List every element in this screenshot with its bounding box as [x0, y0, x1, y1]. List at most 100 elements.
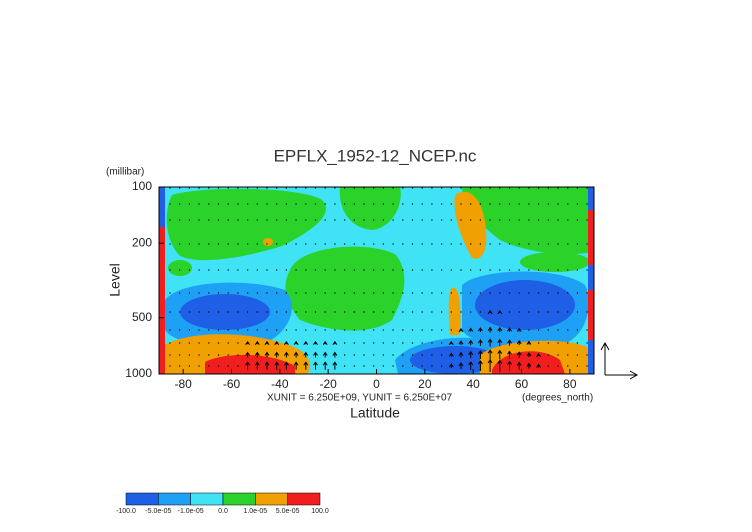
vector-dot [382, 187, 384, 189]
vector-dot [547, 219, 549, 221]
vector-dot [567, 187, 569, 189]
vector-dot [305, 243, 307, 245]
vector-dot [179, 311, 181, 313]
reference-arrow-right [605, 370, 639, 380]
colorbar-box [287, 492, 321, 506]
vector-arrow [526, 340, 532, 345]
vector-dot [431, 203, 433, 205]
vector-dot [431, 329, 433, 331]
vector-dot [353, 365, 355, 367]
vector-dot [576, 365, 578, 367]
vector-dot [538, 329, 540, 331]
vector-dot [169, 187, 171, 189]
vector-dot [208, 329, 210, 331]
colorbar-box [190, 492, 224, 506]
vector-dot [586, 354, 588, 356]
colorbar-label: 0.0 [218, 508, 228, 515]
vector-dot [363, 342, 365, 344]
field-region [205, 354, 295, 374]
vector-dot [188, 243, 190, 245]
vector-dot [198, 311, 200, 313]
vector-dot [402, 269, 404, 271]
vector-dot [567, 354, 569, 356]
vector-dot [295, 269, 297, 271]
chart-title: EPFLX_1952-12_NCEP.nc [274, 146, 477, 165]
vector-dot [392, 365, 394, 367]
vector-dot [576, 311, 578, 313]
vector-dot [518, 269, 520, 271]
vector-dot [363, 329, 365, 331]
vector-arrow [264, 361, 270, 370]
vector-dot [499, 219, 501, 221]
vector-arrow [487, 338, 493, 347]
vector-dot [392, 292, 394, 294]
colorbar-box [255, 492, 288, 506]
vector-dot [169, 219, 171, 221]
vector-dot [334, 187, 336, 189]
vector-dot [586, 243, 588, 245]
vector-dot [295, 243, 297, 245]
vector-dot [567, 365, 569, 367]
vector-dot [421, 329, 423, 331]
vector-arrow [293, 340, 299, 346]
vector-dot [305, 311, 307, 313]
vector-dot [508, 292, 511, 294]
vector-dot [518, 243, 520, 245]
vector-dot [353, 311, 355, 313]
vector-arrow [254, 351, 260, 358]
vector-dot [528, 311, 530, 313]
vector-dot [295, 203, 297, 205]
vector-dot [344, 187, 346, 189]
vector-dot [470, 292, 472, 294]
vector-dot [344, 219, 346, 221]
vector-dot [227, 342, 229, 344]
vector-dot [363, 269, 365, 271]
vector-dot [373, 187, 375, 189]
vector-dot [489, 187, 491, 189]
vector-dot [557, 342, 559, 344]
vector-dot [295, 187, 297, 189]
vector-dot [402, 342, 404, 344]
vector-dot [392, 243, 394, 245]
vector-arrow [245, 351, 251, 358]
vector-dot [470, 269, 472, 271]
vector-arrow [507, 350, 512, 359]
vector-dot [373, 219, 375, 221]
vector-dot [217, 187, 220, 189]
vector-arrow [332, 340, 338, 346]
colorbar-box [158, 492, 191, 506]
vector-dot [179, 269, 181, 271]
vector-dot [237, 365, 239, 367]
vector-dot [411, 342, 414, 344]
vector-dot [256, 243, 258, 245]
vector-dot [538, 243, 540, 245]
vector-dot [411, 219, 414, 221]
vector-dot [567, 203, 569, 205]
vector-dot [247, 269, 249, 271]
vector-dot [576, 329, 578, 331]
edge-strip [588, 210, 594, 265]
vector-dot [188, 329, 190, 331]
vector-dot [586, 203, 588, 205]
vector-dot [576, 269, 578, 271]
vector-dot [285, 329, 287, 331]
vector-dot [479, 243, 481, 245]
vector-dot [382, 354, 384, 356]
vector-dot [431, 292, 433, 294]
vector-scale-label: XUNIT = 6.250E+09, YUNIT = 6.250E+07 [267, 393, 453, 404]
vector-dot [227, 243, 229, 245]
vector-dot [586, 269, 588, 271]
vector-dot [441, 354, 443, 356]
vector-dot [373, 292, 375, 294]
vector-dot [528, 269, 530, 271]
vector-dot [373, 311, 375, 313]
vector-dot [557, 243, 559, 245]
vector-dot [363, 354, 365, 356]
vector-dot [217, 354, 220, 356]
vector-dot [460, 243, 462, 245]
vector-dot [431, 187, 433, 189]
vector-dot [247, 329, 249, 331]
vector-dot [266, 269, 268, 271]
vector-dot [208, 311, 210, 313]
vector-dot [334, 329, 336, 331]
